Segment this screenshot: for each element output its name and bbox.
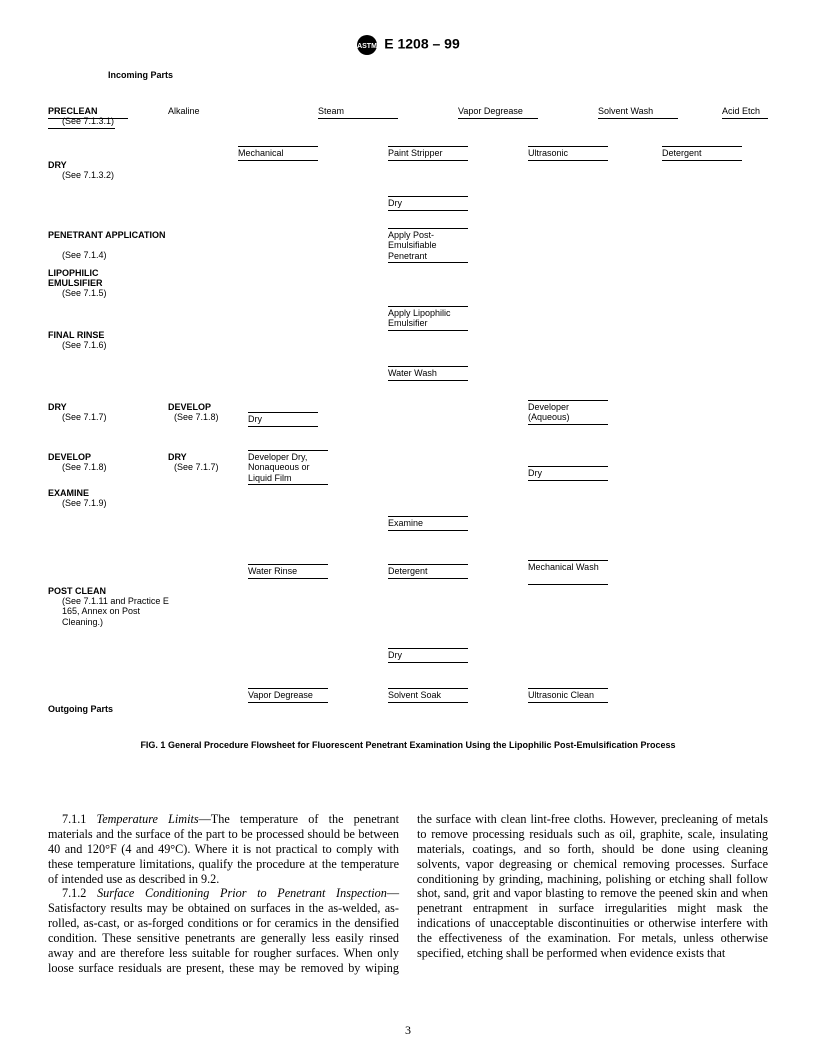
preclean-title: PRECLEAN xyxy=(48,106,98,116)
flowsheet: Incoming Parts PRECLEAN (See 7.1.3.1) Al… xyxy=(48,70,768,790)
post2-ultra: Ultrasonic Clean xyxy=(528,690,594,700)
row1-solvent: Solvent Wash xyxy=(598,106,653,116)
row2-det: Detergent xyxy=(662,148,702,158)
row1-alkaline: Alkaline xyxy=(168,106,200,116)
devdry: Developer Dry, Nonaqueous or Liquid Film xyxy=(248,452,328,483)
lipo-title: LIPOPHILIC EMULSIFIER xyxy=(48,268,128,289)
dry1-ref: (See 7.1.3.2) xyxy=(62,170,114,180)
dry3-ref: (See 7.1.7) xyxy=(174,462,219,472)
dry1-title: DRY xyxy=(48,160,67,170)
rinse-box: Water Wash xyxy=(388,368,437,378)
exam-title: EXAMINE xyxy=(48,488,89,498)
row1-vapor: Vapor Degrease xyxy=(458,106,523,116)
incoming-parts: Incoming Parts xyxy=(108,70,173,80)
doc-header: ASTM E 1208 – 99 xyxy=(48,34,768,56)
page-number: 3 xyxy=(48,1023,768,1038)
exam-box: Examine xyxy=(388,518,423,528)
svg-text:ASTM: ASTM xyxy=(357,43,377,50)
pen-ref: (See 7.1.4) xyxy=(62,250,107,260)
rinse-ref: (See 7.1.6) xyxy=(62,340,107,350)
dry2-ref: (See 7.1.7) xyxy=(62,412,107,422)
row2-paint: Paint Stripper xyxy=(388,148,443,158)
postclean-title: POST CLEAN xyxy=(48,586,106,596)
pen-title: PENETRANT APPLICATION xyxy=(48,230,166,240)
lipo-ref: (See 7.1.5) xyxy=(62,288,107,298)
pen-box: Apply Post-Emulsifiable Penetrant xyxy=(388,230,468,261)
postclean-ref: (See 7.1.11 and Practice E 165, Annex on… xyxy=(62,596,172,627)
row1-acid: Acid Etch xyxy=(722,106,760,116)
row2-ultra: Ultrasonic xyxy=(528,148,568,158)
post1-water: Water Rinse xyxy=(248,566,297,576)
dev2-ref: (See 7.1.8) xyxy=(62,462,107,472)
doc-designation: E 1208 – 99 xyxy=(384,36,460,52)
body-text: 7.1.1 Temperature Limits—The temperature… xyxy=(48,812,768,976)
rinse-title: FINAL RINSE xyxy=(48,330,104,340)
lipo-box: Apply Lipophilic Emulsifier xyxy=(388,308,468,329)
outgoing-parts: Outgoing Parts xyxy=(48,704,113,714)
figure-caption: FIG. 1 General Procedure Flowsheet for F… xyxy=(48,740,768,750)
post1-det: Detergent xyxy=(388,566,428,576)
post2-solvent: Solvent Soak xyxy=(388,690,441,700)
dev1-title: DEVELOP xyxy=(168,402,211,412)
drybox4: Dry xyxy=(388,650,402,660)
drybox3: Dry xyxy=(528,468,542,478)
dev2-title: DEVELOP xyxy=(48,452,91,462)
exam-ref: (See 7.1.9) xyxy=(62,498,107,508)
astm-logo-icon: ASTM xyxy=(356,34,378,56)
drybox2: Dry xyxy=(248,414,262,424)
dev1-ref: (See 7.1.8) xyxy=(174,412,219,422)
post2-vapor: Vapor Degrease xyxy=(248,690,313,700)
dry3-title: DRY xyxy=(168,452,187,462)
row2-mech: Mechanical xyxy=(238,148,284,158)
drybox1: Dry xyxy=(388,198,402,208)
row1-steam: Steam xyxy=(318,106,344,116)
para-711: 7.1.1 Temperature Limits—The temperature… xyxy=(48,812,399,886)
dry2-title: DRY xyxy=(48,402,67,412)
post1-mech: Mechanical Wash xyxy=(528,562,608,572)
devaq: Developer (Aqueous) xyxy=(528,402,608,423)
